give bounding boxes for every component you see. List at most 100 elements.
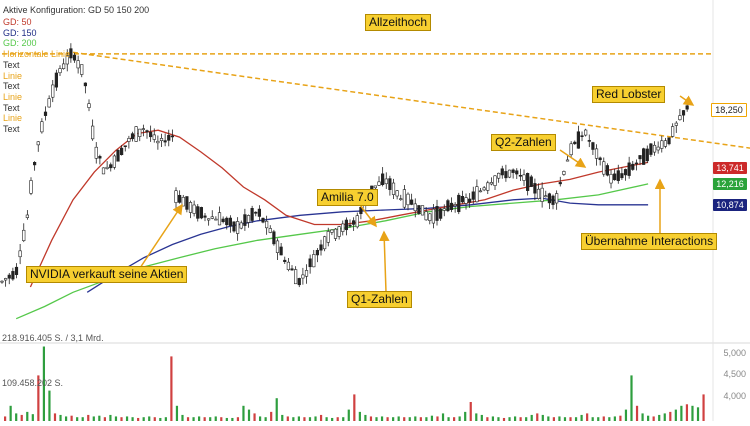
candle <box>631 160 635 171</box>
candle <box>105 161 109 170</box>
volume-bar <box>92 416 95 421</box>
candle-body <box>671 126 675 137</box>
candle-body <box>594 148 599 159</box>
candle-body <box>540 187 544 202</box>
candle-body <box>417 205 421 214</box>
candle <box>565 155 570 162</box>
candle <box>652 141 657 156</box>
candle <box>558 176 562 187</box>
candle <box>207 218 211 226</box>
candle-body <box>101 167 106 175</box>
volume-bar <box>220 417 223 421</box>
volume-bar <box>563 417 567 421</box>
volume-bar <box>253 413 256 421</box>
candle <box>25 210 29 220</box>
volume-bar <box>403 417 406 421</box>
volume-bar <box>159 417 162 421</box>
volume-bar <box>430 415 434 421</box>
candle <box>69 43 73 63</box>
volume-bar <box>502 417 506 421</box>
candle <box>254 211 258 217</box>
candle <box>660 135 664 153</box>
candle-body <box>301 274 305 279</box>
volume-bar <box>114 416 118 421</box>
legend-item: Horizontale Linie <box>3 49 71 60</box>
candle-body <box>497 172 501 179</box>
candle-body <box>616 170 620 181</box>
candle-body <box>297 278 301 286</box>
volume-bar <box>364 414 367 421</box>
candle-body <box>196 206 200 219</box>
candle <box>413 198 417 218</box>
candle-body <box>254 211 258 214</box>
volume-bar <box>397 416 400 421</box>
candle-body <box>642 148 646 165</box>
volume-bar <box>685 404 689 421</box>
candle <box>420 205 425 216</box>
volume-bar <box>680 405 683 421</box>
volume-bar <box>513 416 517 421</box>
badge-last-price: 18,250 <box>711 103 747 117</box>
candle-body <box>562 171 566 175</box>
candle-body <box>167 134 171 141</box>
candle <box>297 277 301 288</box>
candle-body <box>522 174 526 181</box>
candle-body <box>294 269 298 285</box>
candle <box>623 168 628 181</box>
candle <box>384 172 388 189</box>
callout-amilia: Amilia 7.0 <box>317 189 378 206</box>
volume-bar <box>164 417 167 421</box>
candle-body <box>388 178 392 190</box>
volume-bar <box>275 398 278 421</box>
candle <box>87 99 91 112</box>
candle <box>547 192 551 210</box>
candle <box>94 142 98 164</box>
volume-bar <box>414 416 417 421</box>
candle <box>355 212 359 229</box>
candle-body <box>228 217 232 226</box>
volume-bar <box>314 416 317 421</box>
candle <box>453 202 457 213</box>
candle-body <box>221 218 225 223</box>
candle <box>279 242 283 256</box>
volume-bar <box>292 417 295 421</box>
volume-bar <box>480 414 483 421</box>
candle <box>381 167 385 187</box>
candle <box>232 221 236 233</box>
volume-bar <box>453 417 456 421</box>
volume-bar <box>591 417 594 421</box>
candle-body <box>413 203 417 212</box>
volume-bar <box>120 417 123 421</box>
candle-body <box>308 258 312 268</box>
volume-bar <box>87 414 90 421</box>
callout-q1-zahlen: Q1-Zahlen <box>347 291 412 308</box>
candle <box>584 128 588 137</box>
candle-body <box>504 171 508 179</box>
candle-body <box>54 72 58 88</box>
candle-body <box>526 173 530 191</box>
volume-bar <box>142 417 145 421</box>
candle <box>471 186 475 204</box>
candle <box>170 129 174 142</box>
candle-body <box>11 271 15 280</box>
volume-bar <box>153 417 156 421</box>
callout-allzeithoch: Allzeithoch <box>365 14 432 31</box>
candle <box>634 159 638 171</box>
volume-bar <box>647 415 650 421</box>
candle <box>442 204 446 217</box>
volume-bar <box>236 417 240 421</box>
badge-gd200: 12,216 <box>713 178 747 190</box>
candle <box>91 119 95 141</box>
candle <box>47 95 51 108</box>
volume-bar <box>425 417 428 421</box>
candle-body <box>246 215 251 223</box>
volume-bar <box>336 417 339 421</box>
candle <box>62 58 66 70</box>
callout-uebernahme: Übernahme Interactions <box>581 233 718 250</box>
candle <box>674 121 678 133</box>
candle-body <box>47 98 51 108</box>
candle <box>109 162 113 172</box>
candle <box>638 155 642 166</box>
candle-body <box>123 145 127 148</box>
